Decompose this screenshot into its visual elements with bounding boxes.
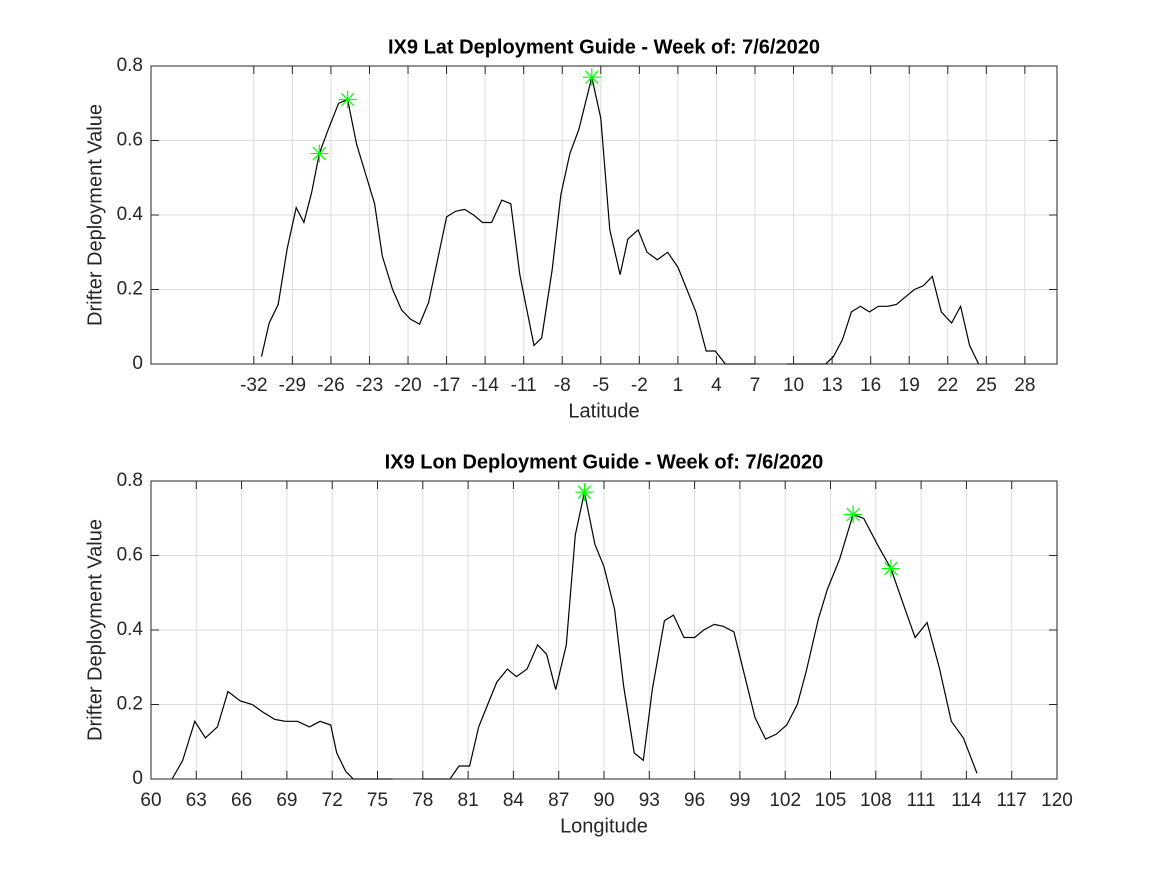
x-tick-label: 72	[322, 790, 343, 811]
x-axis-label: Latitude	[568, 400, 639, 422]
x-tick-label: 22	[937, 375, 958, 396]
star-marker	[575, 483, 594, 502]
x-tick-label: -14	[471, 375, 499, 396]
x-tick-label: -26	[317, 375, 344, 396]
x-tick-label: 69	[276, 790, 297, 811]
y-tick-label: 0	[132, 353, 143, 374]
x-tick-label: 13	[822, 375, 843, 396]
x-tick-label: 7	[750, 375, 761, 396]
x-tick-label: -23	[356, 375, 383, 396]
data-line	[171, 492, 978, 780]
star-marker	[582, 68, 601, 87]
x-tick-label: 96	[684, 790, 705, 811]
star-marker	[881, 559, 900, 578]
x-tick-label: 87	[548, 790, 569, 811]
x-tick-label: -5	[592, 375, 609, 396]
x-tick-label: 25	[976, 375, 997, 396]
x-tick-label: 81	[458, 790, 479, 811]
star-marker	[338, 90, 357, 109]
x-tick-label: 63	[186, 790, 207, 811]
x-tick-label: 1	[673, 375, 684, 396]
x-tick-label: -29	[279, 375, 306, 396]
x-tick-label: 75	[367, 790, 388, 811]
axes-box	[150, 65, 1058, 365]
subplot: 60 63 66 69 72 75 78 81 84 87 90 93 96 99 102 105 108 111…	[84, 451, 1073, 837]
axes-box	[150, 480, 1058, 780]
x-tick-label: 111	[907, 790, 936, 811]
x-axis-label: Longitude	[560, 815, 648, 837]
y-tick-label: 0.8	[117, 470, 143, 491]
x-tick-label: 93	[639, 790, 660, 811]
x-tick-label: -2	[631, 375, 648, 396]
x-tick-label: 66	[231, 790, 252, 811]
y-axis-label: Drifter Deployment Value	[84, 104, 106, 326]
x-tick-label: 108	[860, 790, 892, 811]
y-tick-label: 0	[132, 768, 143, 789]
x-tick-label: 4	[711, 375, 722, 396]
subplot-title: IX9 Lon Deployment Guide - Week of: 7/6/…	[385, 451, 824, 473]
x-tick-label: 102	[769, 790, 801, 811]
subplot-title: IX9 Lat Deployment Guide - Week of: 7/6/…	[388, 36, 820, 58]
x-tick-label: 99	[729, 790, 750, 811]
x-tick-label: 84	[503, 790, 525, 811]
x-tick-label: -32	[240, 375, 267, 396]
x-tick-label: 114	[951, 790, 982, 811]
y-tick-label: 0.6	[117, 545, 143, 566]
x-tick-label: 28	[1014, 375, 1035, 396]
x-tick-label: 16	[860, 375, 881, 396]
y-tick-label: 0.4	[117, 619, 144, 640]
subplot: -32 -29 -26 -23 -20 -17 -14 -11 -8 -5 -2 1 4 7 10 13 16 1…	[84, 36, 1058, 422]
x-tick-label: 117	[997, 790, 1027, 811]
x-tick-label: 19	[899, 375, 920, 396]
x-tick-label: -17	[433, 375, 460, 396]
x-tick-label: 60	[140, 790, 161, 811]
x-tick-label: -11	[511, 375, 537, 396]
x-tick-label: 90	[593, 790, 614, 811]
x-tick-label: 105	[815, 790, 847, 811]
star-marker	[310, 144, 329, 163]
y-tick-label: 0.6	[117, 130, 143, 151]
x-tick-label: -20	[394, 375, 421, 396]
y-tick-label: 0.2	[117, 279, 143, 300]
x-tick-label: 120	[1041, 790, 1073, 811]
y-tick-label: 0.8	[117, 55, 143, 76]
y-axis-label: Drifter Deployment Value	[84, 519, 106, 741]
x-tick-label: 10	[783, 375, 804, 396]
y-tick-label: 0.2	[117, 694, 143, 715]
y-tick-label: 0.4	[117, 204, 144, 225]
x-tick-label: 78	[412, 790, 433, 811]
x-tick-label: -8	[554, 375, 571, 396]
star-marker	[844, 505, 863, 524]
